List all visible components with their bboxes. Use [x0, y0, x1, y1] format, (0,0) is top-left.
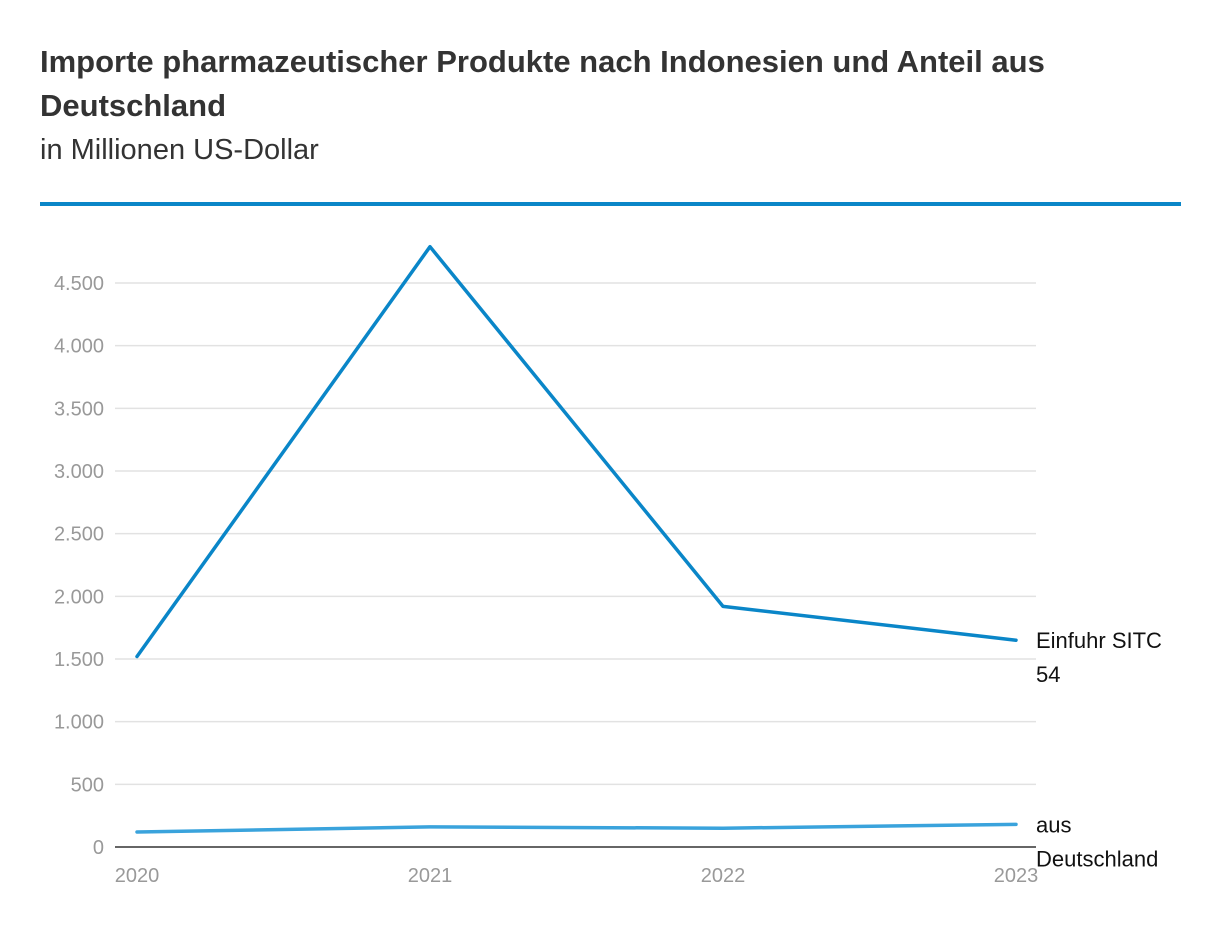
y-tick-label: 3.500 [54, 398, 104, 420]
series-label: Einfuhr SITC [1036, 628, 1162, 653]
y-tick-label: 4.500 [54, 273, 104, 295]
x-tick-label: 2023 [994, 865, 1039, 887]
y-tick-label: 1.500 [54, 649, 104, 671]
chart-subtitle: in Millionen US-Dollar [40, 134, 319, 166]
series-label: 54 [1036, 662, 1060, 687]
y-tick-label: 2.500 [54, 524, 104, 546]
y-tick-label: 0 [93, 837, 104, 859]
series-line [135, 244, 1018, 659]
y-tick-label: 1.000 [54, 712, 104, 734]
y-tick-label: 4.000 [54, 336, 104, 358]
chart-title: Importe pharmazeutischer Produkte nach I… [40, 44, 1045, 123]
series-label: aus [1036, 812, 1071, 837]
series-line [135, 822, 1018, 834]
x-tick-label: 2020 [115, 865, 160, 887]
y-tick-label: 2.000 [54, 586, 104, 608]
y-tick-label: 500 [71, 774, 104, 796]
header-rule [40, 202, 1181, 206]
series-label: Deutschland [1036, 846, 1158, 871]
y-tick-label: 3.000 [54, 461, 104, 483]
x-tick-label: 2022 [701, 865, 746, 887]
x-tick-label: 2021 [408, 865, 453, 887]
